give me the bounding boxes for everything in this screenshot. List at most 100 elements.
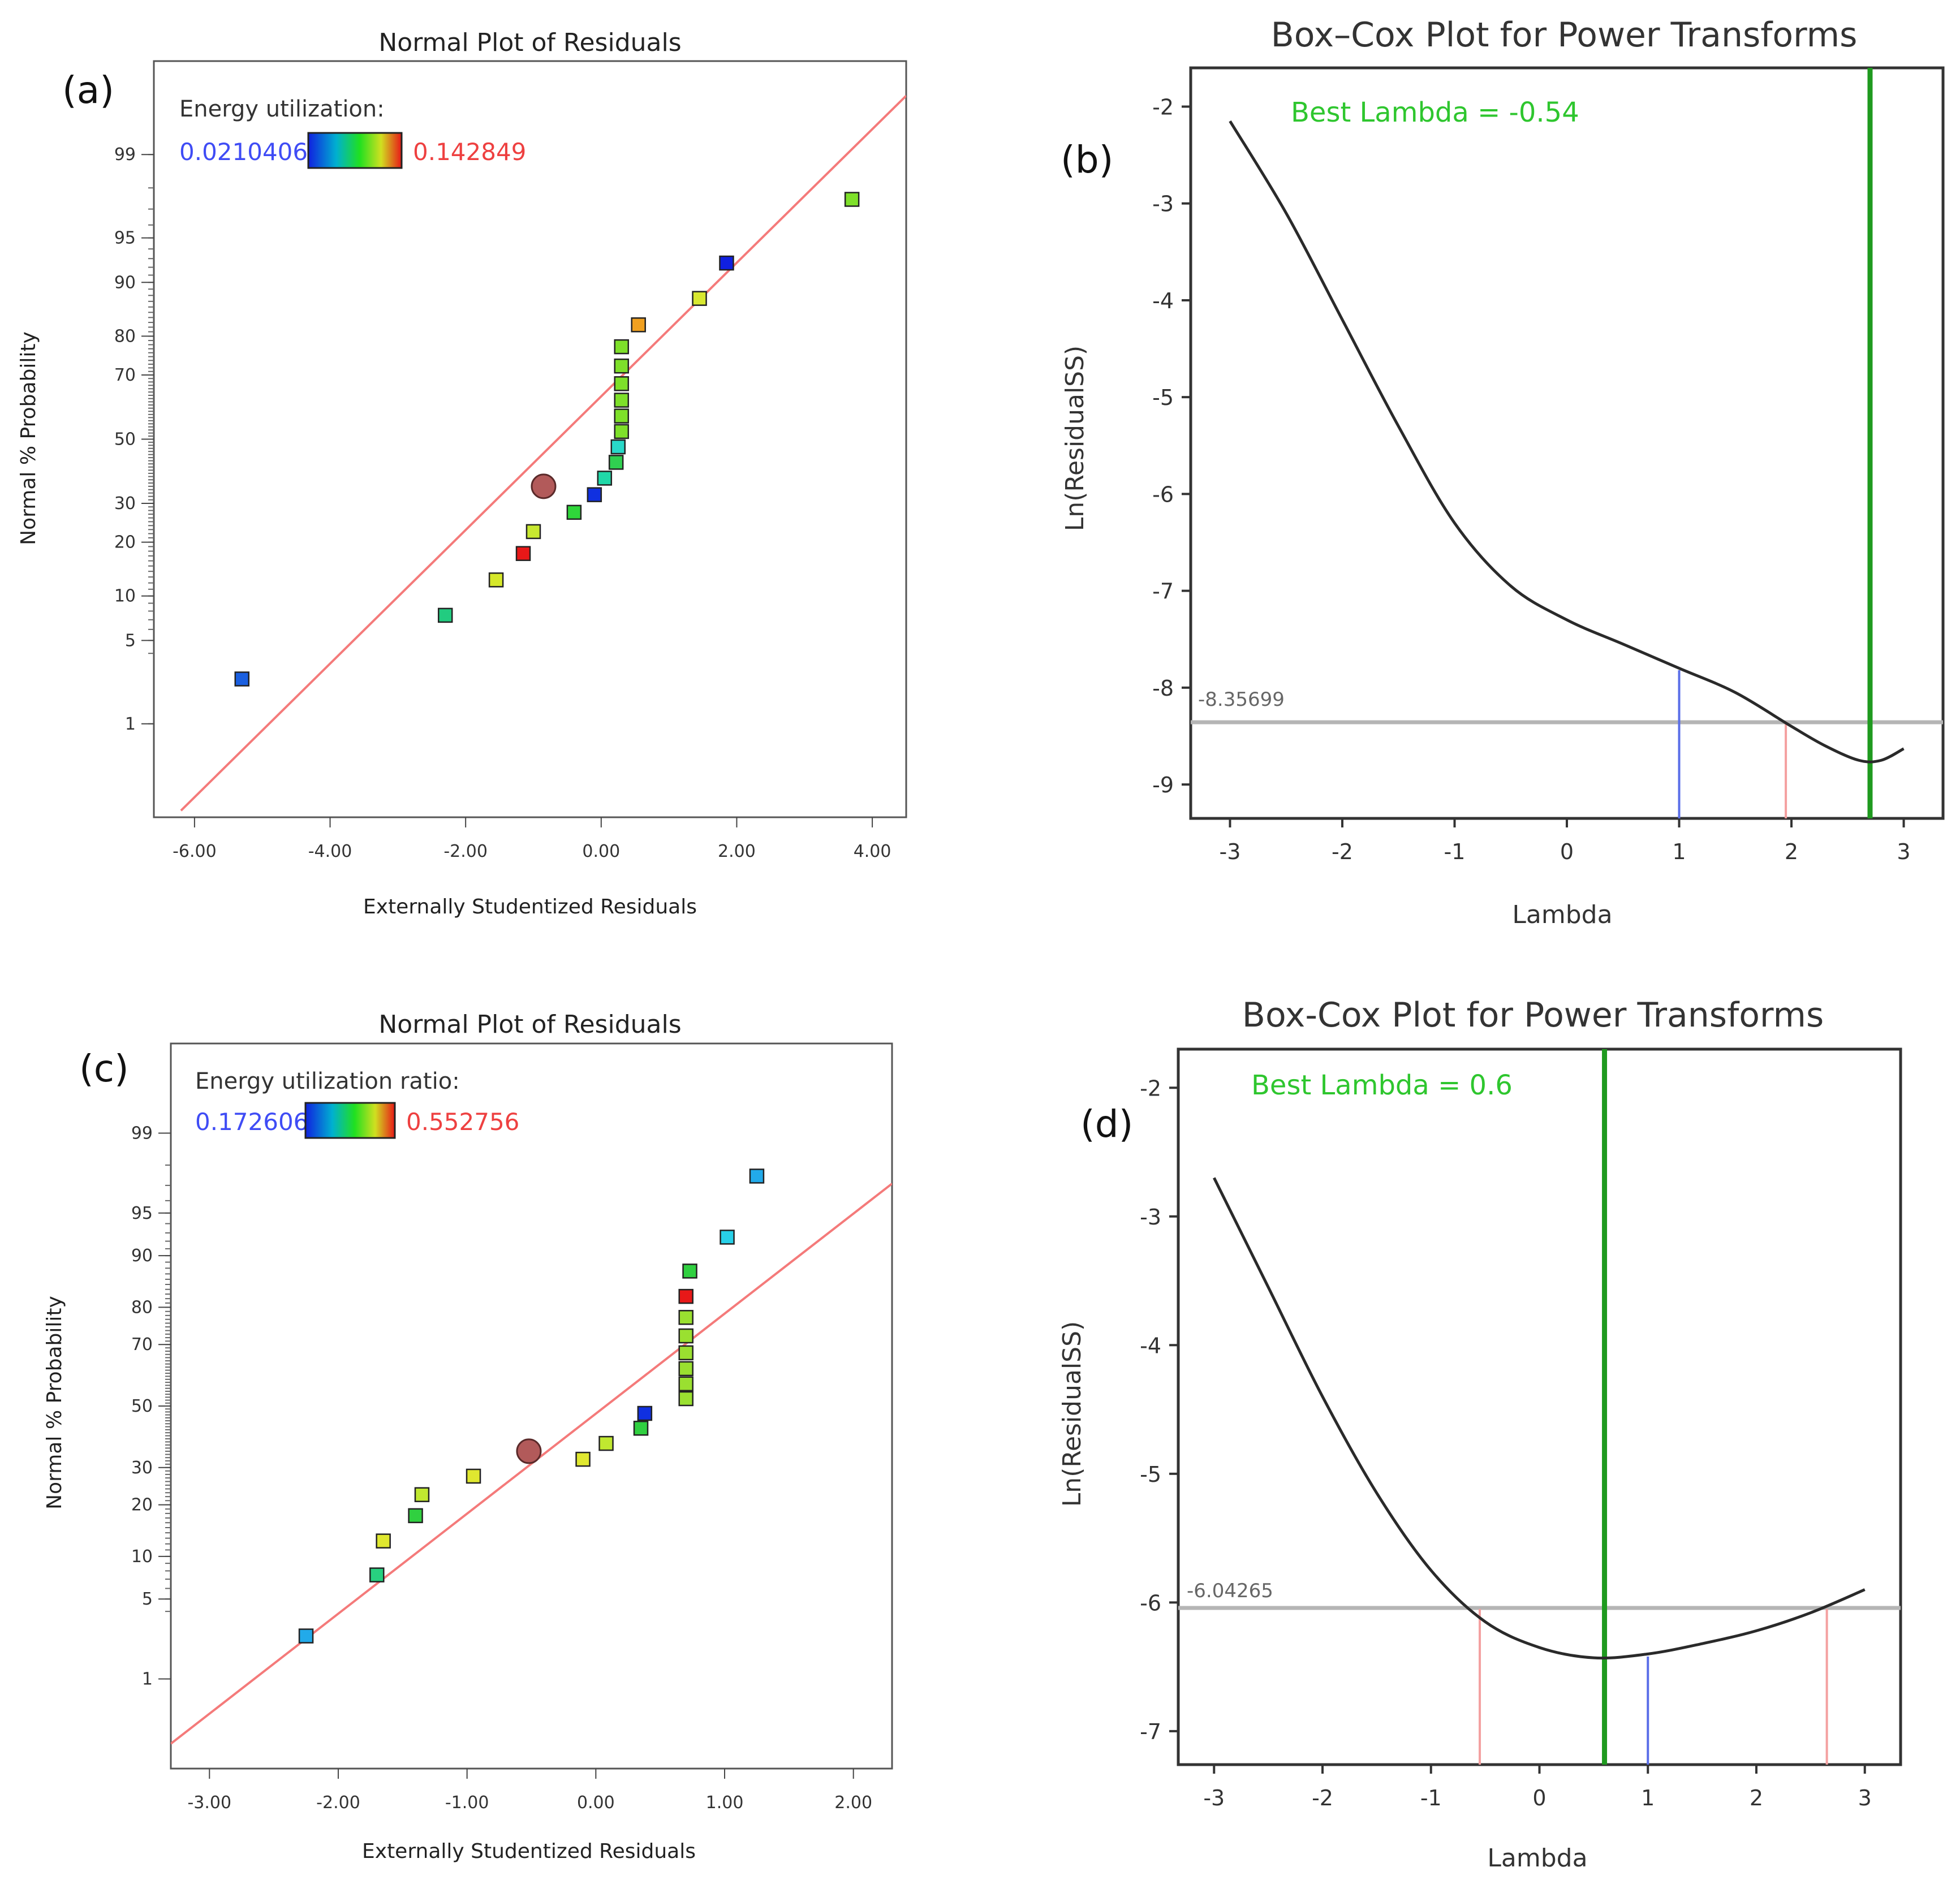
y-tick-label: 50 xyxy=(131,1396,153,1416)
box-cox-curve xyxy=(1229,120,1905,764)
data-point xyxy=(692,291,707,306)
y-tick-label: 99 xyxy=(131,1123,153,1143)
highlighted-point xyxy=(516,1438,542,1464)
panel-b-box-cox: Box–Cox Plot for Power Transforms (b) Be… xyxy=(1061,15,1945,929)
x-tick-label: 2.00 xyxy=(834,1793,872,1813)
data-point xyxy=(369,1567,385,1582)
data-point xyxy=(749,1168,765,1184)
x-tick-label: -3.00 xyxy=(187,1793,231,1813)
y-tick-label: 30 xyxy=(131,1458,153,1478)
data-point xyxy=(678,1376,693,1392)
y-tick-label: 20 xyxy=(114,533,136,553)
x-tick-label: 3 xyxy=(1897,839,1910,864)
data-point xyxy=(678,1310,693,1325)
y-tick-label: 10 xyxy=(131,1547,153,1567)
data-point xyxy=(678,1391,693,1407)
x-tick-label: -1 xyxy=(1444,839,1466,864)
y-tick-label: 90 xyxy=(114,273,136,292)
data-point xyxy=(637,1405,653,1421)
plot-frame xyxy=(1177,1047,1902,1766)
x-tick-label: -6.00 xyxy=(173,842,217,861)
y-tick-label: -7 xyxy=(1140,1719,1161,1744)
x-axis-label: Externally Studentized Residuals xyxy=(363,895,697,919)
y-tick-label: -5 xyxy=(1140,1462,1161,1487)
y-tick-label: 70 xyxy=(114,365,136,385)
best-lambda-label: Best Lambda = 0.6 xyxy=(1251,1070,1513,1101)
y-tick-label: 70 xyxy=(131,1335,153,1355)
data-point xyxy=(587,487,602,502)
x-tick-label: 2 xyxy=(1750,1786,1763,1810)
chart-title: Normal Plot of Residuals xyxy=(378,28,681,57)
data-point xyxy=(414,1487,430,1502)
panel-a-normal-plot: Normal Plot of Residuals (a) Energy util… xyxy=(17,28,907,919)
y-tick-label: 90 xyxy=(131,1246,153,1266)
y-tick-label: -3 xyxy=(1152,192,1174,217)
x-axis-label: Lambda xyxy=(1487,1844,1587,1873)
data-point xyxy=(614,408,630,424)
y-axis-label: Normal % Probability xyxy=(17,331,40,545)
highlighted-point xyxy=(531,473,557,499)
y-tick-label: 50 xyxy=(114,430,136,450)
x-tick-label: 2.00 xyxy=(718,842,756,861)
x-tick-label: -3 xyxy=(1220,839,1241,864)
y-tick-label: -2 xyxy=(1140,1076,1161,1101)
data-point xyxy=(598,1435,614,1451)
y-tick-label: -2 xyxy=(1152,94,1174,119)
x-tick-label: 3 xyxy=(1858,1786,1872,1810)
plot-frame xyxy=(1189,66,1945,820)
x-tick-label: 0 xyxy=(1532,1786,1546,1810)
x-tick-label: 1 xyxy=(1672,839,1686,864)
data-point xyxy=(678,1345,693,1361)
data-point xyxy=(575,1451,591,1467)
y-tick-label: 1 xyxy=(142,1670,153,1689)
x-tick-label: -2.00 xyxy=(443,842,488,861)
y-axis-label: Ln(ResidualSS) xyxy=(1061,346,1089,531)
data-point xyxy=(298,1628,314,1644)
data-point xyxy=(633,1420,649,1436)
y-tick-label: 10 xyxy=(114,587,136,606)
x-tick-label: 0 xyxy=(1560,839,1574,864)
y-tick-label: -5 xyxy=(1152,385,1174,410)
x-tick-label: 4.00 xyxy=(854,842,891,861)
y-tick-label: -9 xyxy=(1152,773,1174,797)
x-axis-label: Externally Studentized Residuals xyxy=(362,1840,696,1863)
panel-label: (a) xyxy=(62,68,114,112)
y-tick-label: 5 xyxy=(125,631,136,650)
y-tick-label: 5 xyxy=(142,1589,153,1609)
legend-colorbar xyxy=(307,132,403,169)
y-tick-label: 80 xyxy=(114,326,136,346)
data-point xyxy=(614,339,630,355)
legend-max-label: 0.142849 xyxy=(413,138,526,166)
y-tick-label: -4 xyxy=(1140,1333,1161,1358)
data-point xyxy=(608,455,624,470)
y-tick-label: 99 xyxy=(114,145,136,165)
x-tick-label: -1.00 xyxy=(445,1793,489,1813)
data-point xyxy=(614,358,630,374)
legend-colorbar xyxy=(304,1102,396,1139)
data-point xyxy=(376,1533,391,1549)
data-point xyxy=(614,424,630,439)
panel-c-normal-plot: Normal Plot of Residuals (c) Energy util… xyxy=(43,1010,893,1863)
plot-frame xyxy=(170,1042,893,1770)
y-tick-label: 20 xyxy=(131,1495,153,1515)
data-point xyxy=(597,471,613,486)
ci-threshold-label: -6.04265 xyxy=(1187,1580,1273,1602)
x-tick-label: 1.00 xyxy=(706,1793,744,1813)
legend-title: Energy utilization: xyxy=(179,96,385,122)
legend-min-label: 0.0210406 xyxy=(179,138,308,166)
data-point xyxy=(234,671,250,687)
data-point xyxy=(610,439,626,455)
x-tick-label: -2.00 xyxy=(316,1793,360,1813)
y-tick-label: 80 xyxy=(131,1297,153,1317)
data-point xyxy=(720,1230,735,1245)
data-point xyxy=(408,1508,423,1524)
x-tick-label: -4.00 xyxy=(308,842,352,861)
panel-d-box-cox: Box-Cox Plot for Power Transforms (d) Be… xyxy=(1058,995,1902,1873)
x-tick-label: 2 xyxy=(1785,839,1798,864)
chart-title: Box–Cox Plot for Power Transforms xyxy=(1271,15,1858,55)
box-cox-curve xyxy=(1213,1177,1866,1660)
data-point xyxy=(682,1264,697,1279)
reference-line xyxy=(180,94,906,812)
y-tick-label: -4 xyxy=(1152,288,1174,313)
